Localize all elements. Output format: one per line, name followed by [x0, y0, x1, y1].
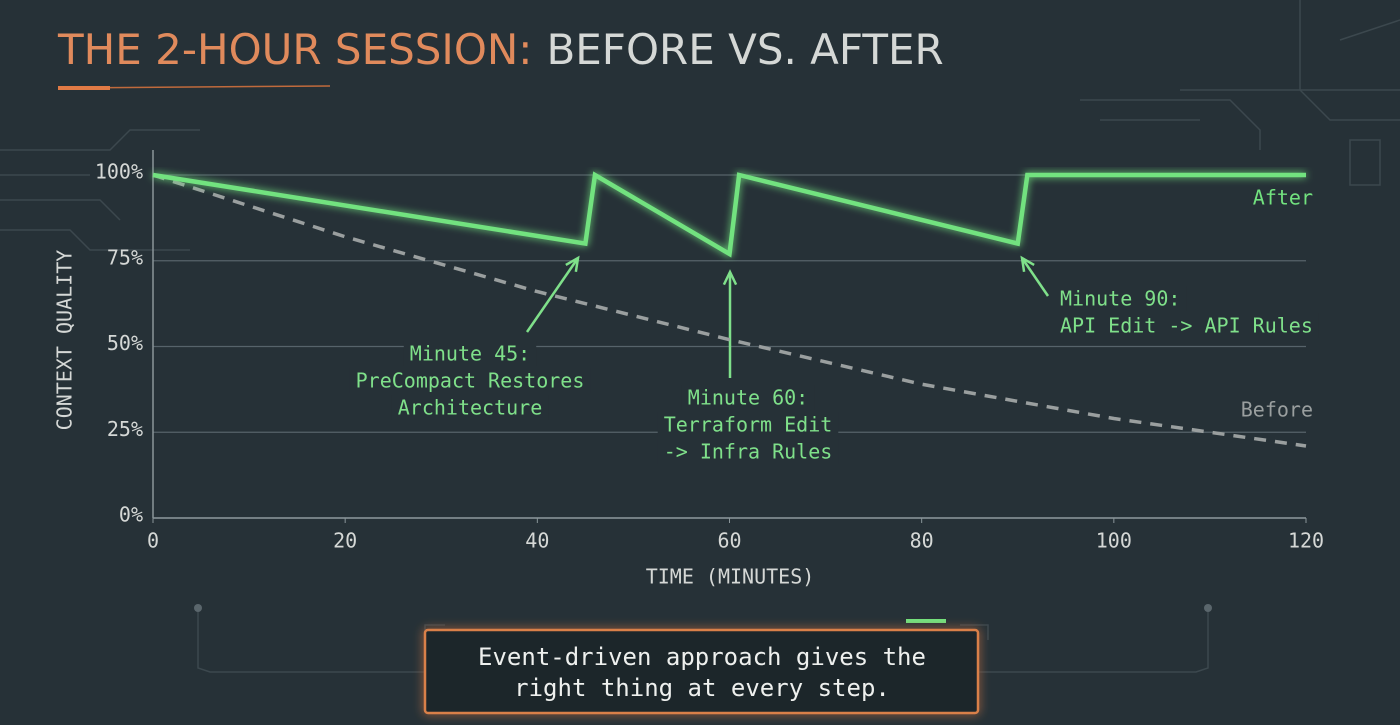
x-tick-label: 80: [910, 529, 934, 553]
x-tick-label: 60: [717, 529, 741, 553]
annotation-bg: [403, 340, 537, 367]
title: THE 2-HOUR SESSION:: [57, 25, 532, 74]
annotation-text: -> Infra Rules: [664, 440, 833, 464]
series-label: Before: [1241, 397, 1313, 421]
y-axis-title: CONTEXT QUALITY: [53, 250, 77, 431]
footer-note: right thing at every step.: [514, 674, 890, 702]
annotation-arrowhead: [722, 269, 738, 286]
annotation-arrow: [525, 257, 580, 333]
annotation: Minute 60: Terraform Edit -> Infra Rules: [657, 269, 839, 465]
x-tick-label: 120: [1288, 529, 1324, 553]
annotation-text: Minute 90:: [1060, 287, 1180, 311]
series-line: [152, 171, 1306, 258]
annotation-arrow: [1020, 257, 1050, 297]
y-tick-label: 0%: [119, 503, 143, 527]
annotation-arrowhead: [565, 255, 580, 273]
annotation-text: Terraform Edit: [664, 413, 833, 437]
series-label: After: [1253, 186, 1313, 210]
x-tick-label: 0: [147, 529, 159, 553]
y-tick-label: 25%: [107, 417, 143, 441]
y-tick-label: 50%: [107, 331, 143, 355]
decoration: [0, 0, 1400, 673]
annotation-text: PreCompact Restores: [356, 369, 585, 393]
annotation-text: API Edit -> API Rules: [1060, 314, 1313, 338]
annotation-bg: [1054, 312, 1319, 339]
annotation-bg: [681, 384, 815, 411]
annotation-bg: [657, 438, 839, 465]
annotation-bg: [349, 367, 591, 394]
title: BEFORE VS. AFTER: [546, 25, 943, 74]
annotation-text: Architecture: [398, 396, 543, 420]
annotation-text: Minute 45:: [410, 342, 530, 366]
footer-box: [423, 628, 980, 715]
annotation-bg: [1054, 285, 1187, 312]
y-tick-label: 100%: [95, 160, 143, 184]
y-tick-label: 75%: [107, 245, 143, 269]
annotation: Minute 90: API Edit -> API Rules: [1020, 255, 1319, 339]
annotation-bg: [657, 411, 839, 438]
x-tick-label: 40: [525, 529, 549, 553]
annotation-bg: [391, 394, 549, 421]
footer-note: Event-driven approach gives the: [478, 643, 926, 671]
series-line: [152, 173, 1307, 448]
annotation: Minute 45: PreCompact Restores Architectur…: [349, 255, 591, 421]
x-tick-label: 20: [333, 529, 357, 553]
x-tick-label: 100: [1096, 529, 1132, 553]
x-axis-title: TIME (MINUTES): [646, 565, 815, 589]
annotation-text: Minute 60:: [688, 386, 808, 410]
annotation-arrowhead: [1020, 255, 1035, 273]
